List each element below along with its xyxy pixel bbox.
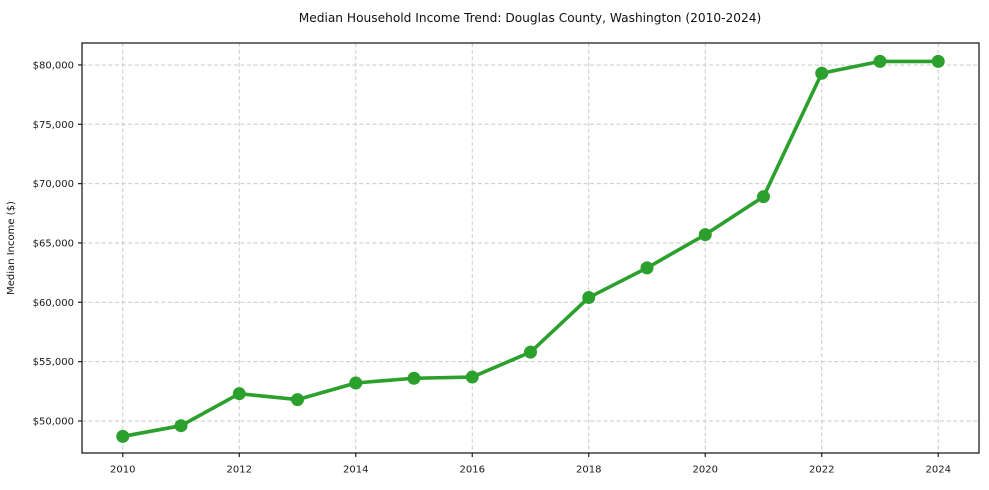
grid-layer [82,43,979,453]
trend-line [120,59,941,439]
x-tick-label: 2014 [343,465,368,476]
data-point [582,291,596,305]
y-tick-label: $60,000 [33,298,74,309]
data-point [640,261,654,275]
plot-border [81,42,980,454]
data-point [174,419,188,433]
x-tick-label: 2022 [809,465,834,476]
y-axis-label: Median Income ($) [6,201,17,295]
y-tick-label: $65,000 [33,238,74,249]
y-tick-label: $55,000 [33,357,74,368]
y-tick-label: $75,000 [33,120,74,131]
y-tick-label: $50,000 [33,416,74,427]
chart-title: Median Household Income Trend: Douglas C… [299,11,762,25]
data-point [931,54,945,68]
data-point [407,371,421,385]
data-point [232,387,246,401]
x-tick-label: 2012 [227,465,252,476]
trend-series [116,54,945,443]
data-point [756,190,770,204]
x-tick-label: 2018 [576,465,601,476]
data-point [116,429,130,443]
axis-layer: 2010 2012 2014 2016 2018 2020 2022 2024 $50,000 $… [33,42,980,476]
data-point [524,345,537,359]
data-point [698,228,712,242]
data-point [815,66,829,80]
x-tick-label: 2020 [693,465,718,476]
data-point [349,376,363,390]
data-point [291,393,305,407]
y-tick-label: $70,000 [33,179,74,190]
data-point [465,370,479,384]
x-tick-label: 2010 [110,465,135,476]
y-tick-label: $80,000 [33,60,74,71]
x-tick-label: 2024 [926,465,951,476]
x-tick-label: 2016 [460,465,485,476]
data-point [873,54,887,68]
